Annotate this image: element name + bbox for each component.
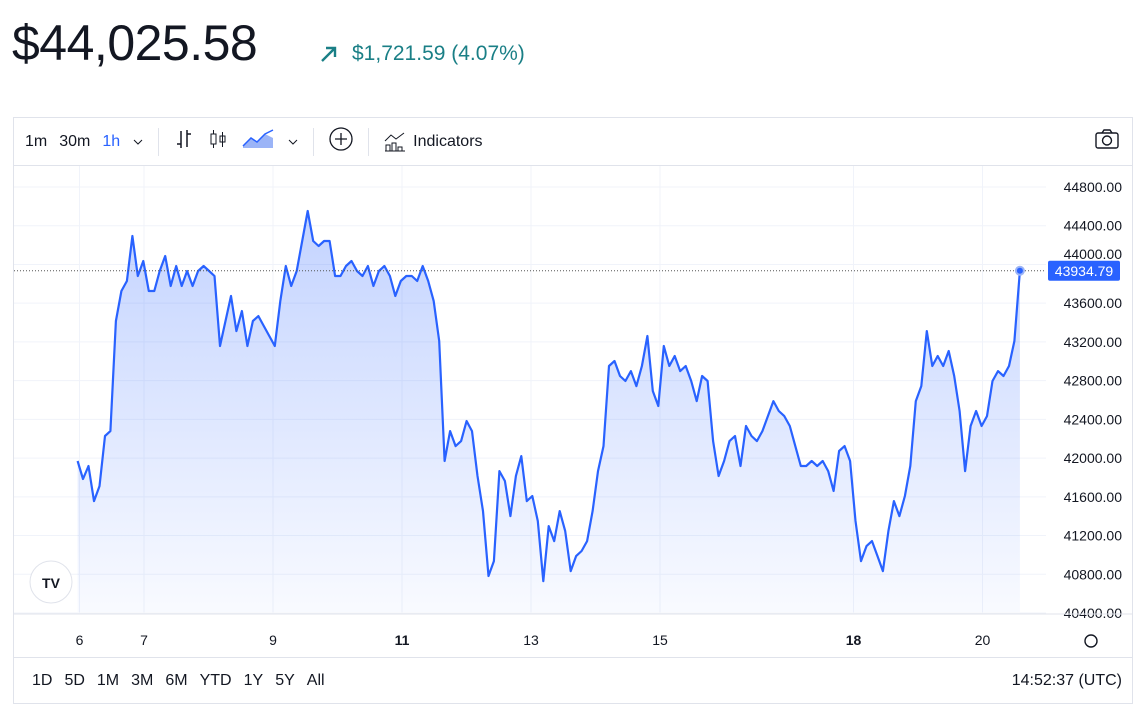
y-tick-label: 44400.00 xyxy=(1064,218,1123,234)
chart-toolbar: 1m 30m 1h Indicators xyxy=(14,118,1132,166)
current-price: $44,025.58 xyxy=(12,15,258,71)
price-chart: 1m 30m 1h Indicators 40400.00 40800.00 412… xyxy=(13,117,1133,704)
bar-chart-icon[interactable] xyxy=(167,128,201,155)
y-tick-label: 40400.00 xyxy=(1064,605,1123,621)
y-tick-label: 41200.00 xyxy=(1064,528,1123,544)
y-tick-label: 44000.00 xyxy=(1064,246,1123,262)
range-6m[interactable]: 6M xyxy=(165,671,188,689)
range-all[interactable]: All xyxy=(306,671,325,689)
x-tick-label: 6 xyxy=(76,632,84,648)
range-bar: 1D 5D 1M 3M 6M YTD 1Y 5Y All xyxy=(14,657,1132,703)
indicators-button[interactable]: Indicators xyxy=(377,131,488,153)
settings-gear-icon xyxy=(1084,634,1098,648)
camera-icon[interactable] xyxy=(1088,128,1126,155)
divider xyxy=(368,127,370,156)
range-ytd[interactable]: YTD xyxy=(199,671,232,689)
divider xyxy=(158,127,160,156)
y-tick-label: 43200.00 xyxy=(1064,334,1123,350)
y-tick-label: 43600.00 xyxy=(1064,295,1123,311)
y-tick-label: 44800.00 xyxy=(1064,179,1123,195)
price-change: $1,721.59 (4.07%) xyxy=(318,42,525,66)
x-tick-label: 13 xyxy=(523,632,539,648)
range-3m[interactable]: 3M xyxy=(131,671,154,689)
y-tick-label: 40800.00 xyxy=(1064,566,1123,582)
y-tick-label: 42800.00 xyxy=(1064,373,1123,389)
divider xyxy=(313,127,315,156)
price-area-fill xyxy=(77,211,1020,612)
chart-type-chevron-icon[interactable] xyxy=(281,133,305,151)
x-tick-label: 15 xyxy=(652,632,668,648)
y-tick-label: 41600.00 xyxy=(1064,489,1123,505)
last-point xyxy=(1016,267,1023,274)
tradingview-logo xyxy=(29,560,73,604)
range-1y[interactable]: 1Y xyxy=(243,671,264,689)
area-chart-icon[interactable] xyxy=(235,128,281,155)
y-tick-label: 42000.00 xyxy=(1064,450,1123,466)
x-tick-label: 11 xyxy=(395,632,410,648)
range-1m[interactable]: 1M xyxy=(96,671,120,689)
last-price-badge xyxy=(1048,260,1120,281)
interval-1m[interactable]: 1m xyxy=(25,132,48,150)
range-5y[interactable]: 5Y xyxy=(275,671,295,689)
indicators-icon xyxy=(384,132,406,151)
last-price-label: 43934.79 xyxy=(1055,263,1114,279)
tradingview-logo-icon: TV xyxy=(42,575,61,591)
price-line xyxy=(76,209,1021,583)
x-tick-label: 9 xyxy=(269,632,277,648)
interval-30m[interactable]: 30m xyxy=(59,132,91,150)
indicators-label: Indicators xyxy=(413,132,483,150)
y-tick-label: 42400.00 xyxy=(1064,411,1123,427)
chart-plot-area[interactable]: 40400.00 40800.00 41200.00 41600.00 42000.00… xyxy=(14,166,1132,658)
x-tick-label: 20 xyxy=(975,632,991,648)
clock-utc: 14:52:37 (UTC) xyxy=(1011,672,1122,689)
range-5d[interactable]: 5D xyxy=(64,671,85,689)
interval-1h[interactable]: 1h xyxy=(102,132,121,150)
price-change-value: $1,721.59 (4.07%) xyxy=(352,42,525,65)
interval-dropdown-chevron-icon[interactable] xyxy=(126,133,150,151)
x-tick-label: 7 xyxy=(140,632,148,648)
arrow-up-right-icon xyxy=(321,46,337,62)
candlestick-icon[interactable] xyxy=(201,128,235,155)
range-1d[interactable]: 1D xyxy=(32,671,53,689)
compare-plus-icon[interactable] xyxy=(322,126,360,157)
x-tick-label: 18 xyxy=(846,632,862,648)
